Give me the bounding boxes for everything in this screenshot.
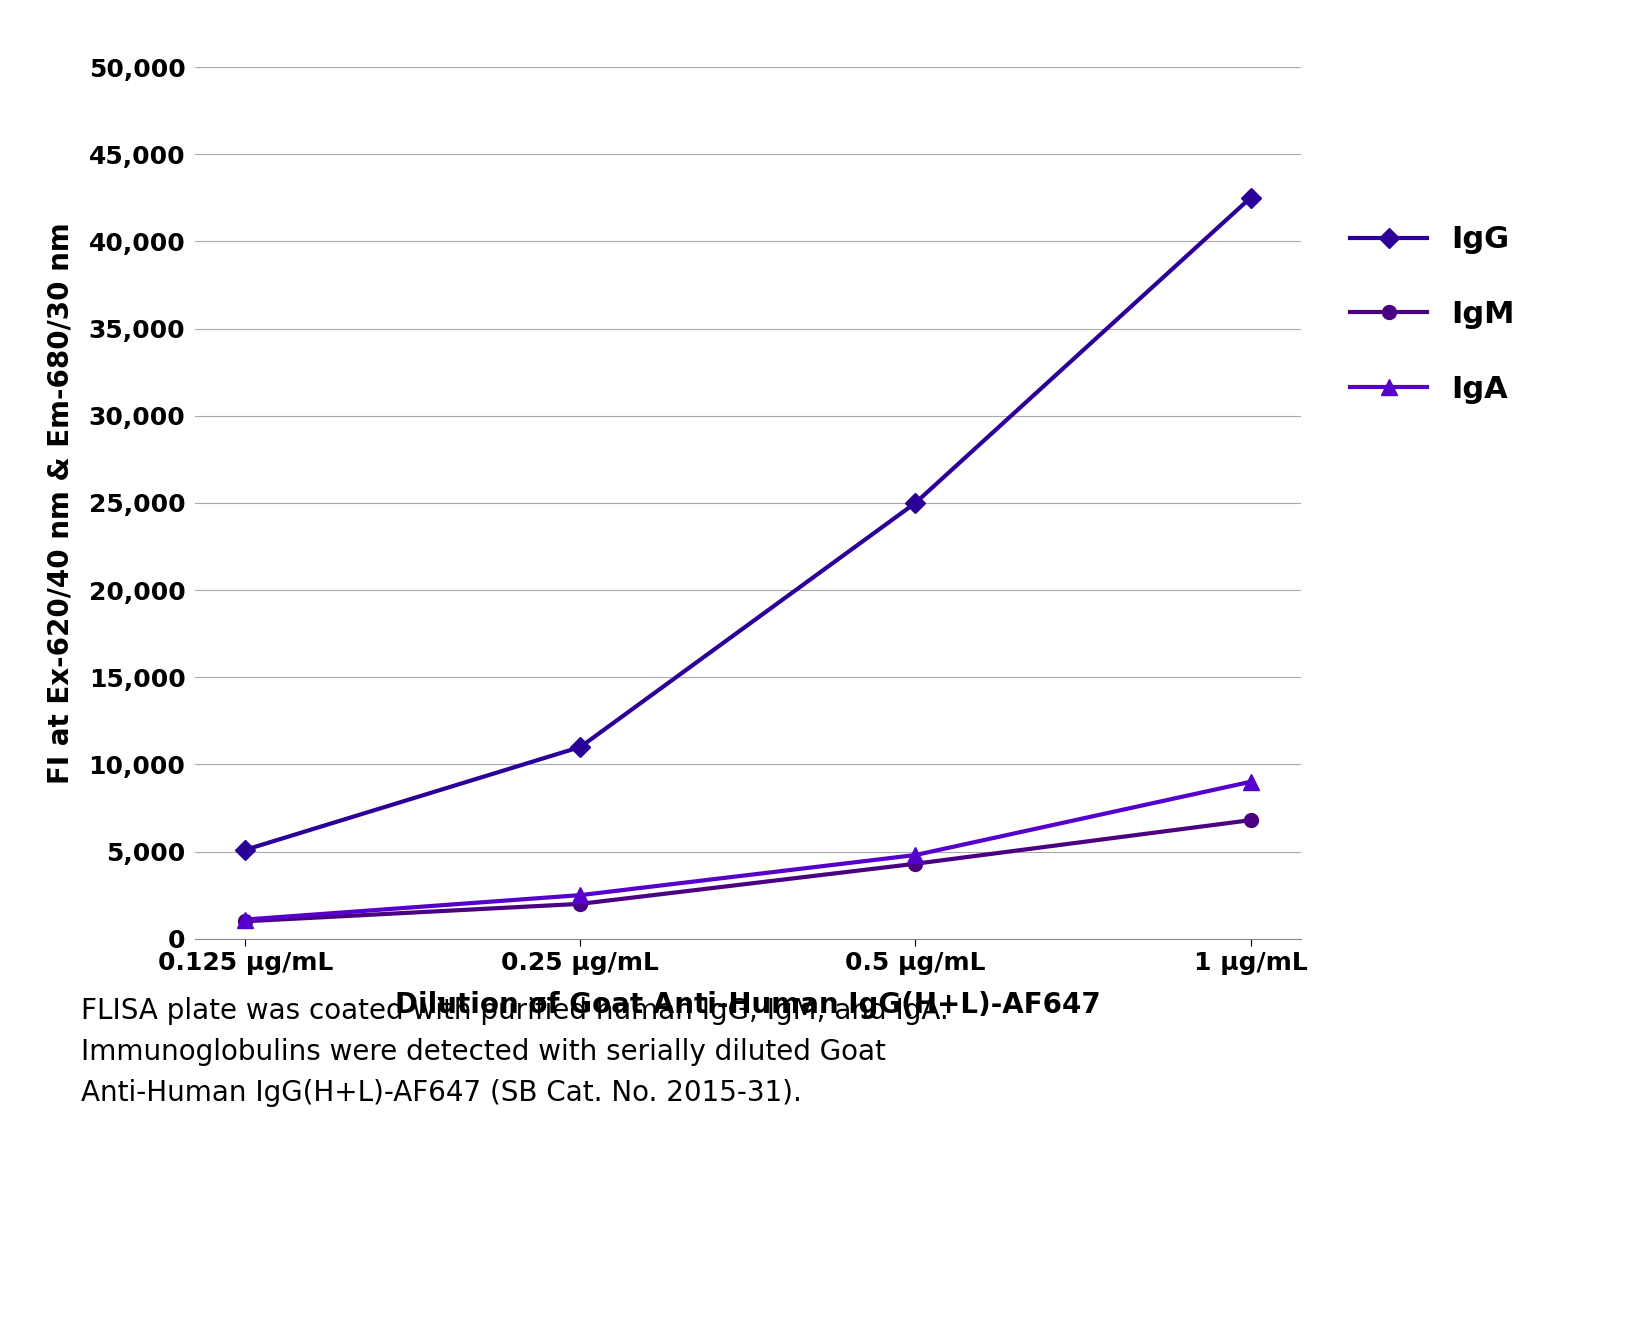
Legend: IgG, IgM, IgA: IgG, IgM, IgA	[1338, 213, 1527, 416]
IgA	[906, 848, 925, 864]
IgM	[236, 913, 255, 929]
Text: FLISA plate was coated with purified human IgG, IgM, and IgA.
Immunoglobulins we: FLISA plate was coated with purified hum…	[81, 998, 950, 1108]
IgM	[1241, 813, 1260, 829]
IgA	[1241, 774, 1260, 790]
IgG	[236, 842, 255, 858]
IgM	[571, 896, 590, 912]
IgA	[571, 888, 590, 904]
IgG	[906, 495, 925, 511]
IgM	[906, 856, 925, 872]
Line: IgA: IgA	[237, 774, 1259, 927]
X-axis label: Dilution of Goat Anti-Human IgG(H+L)-AF647: Dilution of Goat Anti-Human IgG(H+L)-AF6…	[395, 991, 1101, 1019]
Y-axis label: FI at Ex-620/40 nm & Em-680/30 nm: FI at Ex-620/40 nm & Em-680/30 nm	[47, 223, 75, 783]
IgG	[571, 739, 590, 755]
IgA	[236, 912, 255, 928]
IgG	[1241, 189, 1260, 205]
Line: IgG: IgG	[239, 190, 1257, 857]
Line: IgM: IgM	[239, 813, 1257, 928]
